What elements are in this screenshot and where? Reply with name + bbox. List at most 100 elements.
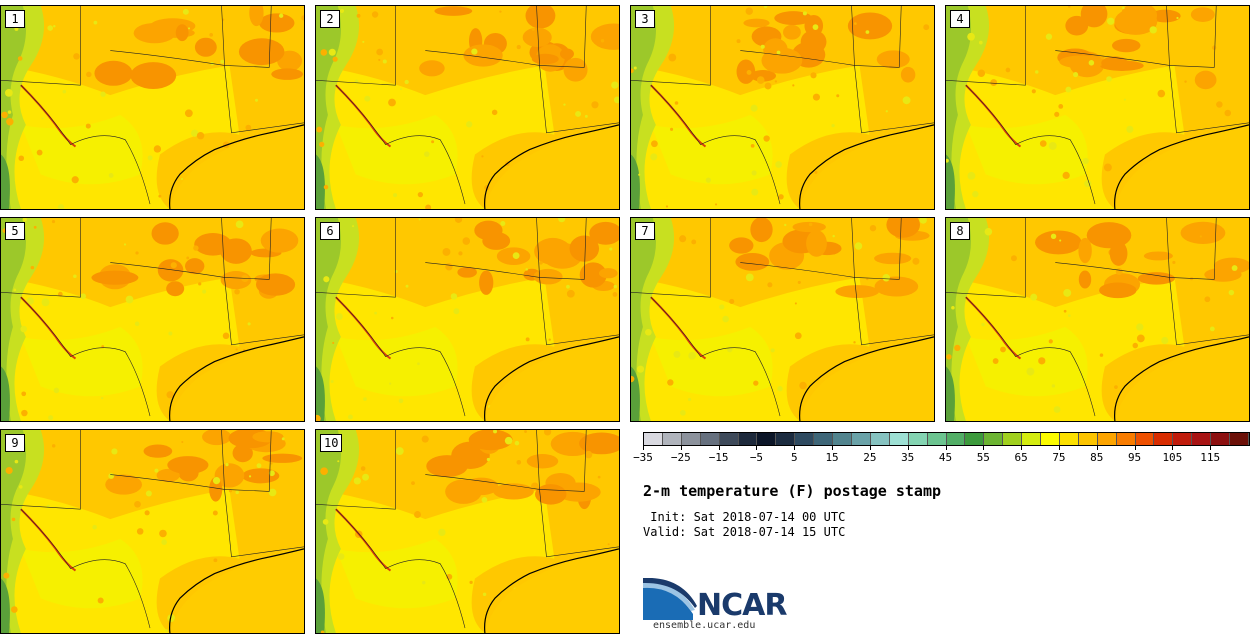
colorbar-tick <box>680 446 682 450</box>
colorbar-tick <box>907 446 909 450</box>
init-time: Init: Sat 2018-07-14 00 UTC <box>643 510 846 524</box>
site-url: ensemble.ucar.edu <box>653 620 756 631</box>
colorbar-segment <box>1059 433 1079 445</box>
colorbar-segment <box>1041 433 1060 445</box>
colorbar-segment <box>1192 433 1212 445</box>
panel-number: 9 <box>5 434 25 452</box>
colorbar-segment <box>814 433 834 445</box>
temperature-map <box>316 430 619 633</box>
colorbar-tick-label: 55 <box>976 451 990 464</box>
stamp-panel-1: 1 <box>0 5 305 210</box>
colorbar-tick <box>1058 446 1060 450</box>
colorbar-segment <box>1230 433 1249 445</box>
colorbar-segment <box>984 433 1004 445</box>
panel-number: 7 <box>635 222 655 240</box>
colorbar-segment <box>1135 433 1155 445</box>
temperature-map <box>1 6 304 209</box>
panel-number: 6 <box>320 222 340 240</box>
colorbar-segment <box>1116 433 1136 445</box>
colorbar-tick-label: −25 <box>670 451 691 464</box>
colorbar-tick-label: 5 <box>790 451 798 464</box>
colorbar-tick-label: 85 <box>1090 451 1104 464</box>
colorbar-tick-label: 75 <box>1052 451 1066 464</box>
colorbar-segment <box>738 433 758 445</box>
temperature-map <box>946 218 1249 421</box>
colorbar-segment <box>1078 433 1098 445</box>
colorbar-tick <box>756 446 758 450</box>
stamp-panel-10: 10 <box>315 429 620 634</box>
colorbar-tick <box>1210 446 1212 450</box>
page-title: 2-m temperature (F) postage stamp <box>643 482 942 500</box>
stamp-panel-2: 2 <box>315 5 620 210</box>
colorbar-segment <box>1003 433 1023 445</box>
colorbar-segment <box>965 433 985 445</box>
colorbar-segment <box>889 433 909 445</box>
valid-time: Valid: Sat 2018-07-14 15 UTC <box>643 525 846 539</box>
colorbar-segment <box>908 433 928 445</box>
temperature-map <box>946 6 1249 209</box>
temperature-map <box>631 218 934 421</box>
temperature-colorbar <box>643 432 1250 446</box>
colorbar-segment <box>1022 433 1042 445</box>
colorbar-tick-label: 65 <box>1014 451 1028 464</box>
stamp-panel-5: 5 <box>0 217 305 422</box>
panel-number: 1 <box>5 10 25 28</box>
colorbar-segment <box>927 433 947 445</box>
colorbar-tick <box>643 446 644 450</box>
temperature-map <box>631 6 934 209</box>
colorbar-tick-label: −35 <box>633 451 653 464</box>
panel-number: 4 <box>950 10 970 28</box>
colorbar-segment <box>662 433 682 445</box>
colorbar-tick-label: −15 <box>708 451 729 464</box>
colorbar-tick-label: 115 <box>1200 451 1221 464</box>
colorbar-segment <box>1154 433 1174 445</box>
colorbar-tick <box>1172 446 1174 450</box>
colorbar-segment <box>757 433 777 445</box>
colorbar-segment <box>700 433 720 445</box>
colorbar-segment <box>833 433 852 445</box>
colorbar-tick-label: 105 <box>1162 451 1183 464</box>
colorbar-tick-label: 35 <box>901 451 915 464</box>
colorbar-tick-label: 95 <box>1127 451 1142 464</box>
colorbar-tick <box>869 446 871 450</box>
temperature-map <box>316 218 619 421</box>
colorbar-segment <box>644 433 663 445</box>
colorbar-segment <box>795 433 815 445</box>
colorbar-segment <box>719 433 739 445</box>
colorbar-segment <box>1211 433 1231 445</box>
colorbar-segment <box>946 433 966 445</box>
colorbar-tick <box>983 446 985 450</box>
colorbar-tick <box>718 446 720 450</box>
colorbar-segment <box>870 433 890 445</box>
colorbar-tick <box>832 446 834 450</box>
colorbar-segment <box>681 433 701 445</box>
colorbar-segment <box>1173 433 1193 445</box>
panel-number: 5 <box>5 222 25 240</box>
colorbar-tick <box>1134 446 1136 450</box>
stamp-panel-9: 9 <box>0 429 305 634</box>
colorbar-segment <box>776 433 796 445</box>
stamp-panel-3: 3 <box>630 5 935 210</box>
panel-number: 3 <box>635 10 655 28</box>
colorbar-tick-label: 15 <box>825 451 839 464</box>
colorbar-tick-label: 45 <box>938 451 953 464</box>
panel-number: 8 <box>950 222 970 240</box>
colorbar-tick-label: −5 <box>749 451 764 464</box>
stamp-panel-4: 4 <box>945 5 1250 210</box>
ncar-logo-icon <box>643 578 697 620</box>
logo-text: NCAR <box>697 588 787 623</box>
temperature-map <box>1 430 304 633</box>
colorbar-segment <box>851 433 871 445</box>
colorbar-tick <box>1021 446 1023 450</box>
panel-number: 2 <box>320 10 340 28</box>
colorbar-ticks: −35 −25 −15 −5 5 15 25 35 45 55 65 75 85 95 105 115 <box>633 446 1248 466</box>
panel-number: 10 <box>320 434 343 452</box>
colorbar-tick <box>1096 446 1098 450</box>
colorbar-tick-label: 25 <box>863 451 877 464</box>
stamp-panel-7: 7 <box>630 217 935 422</box>
colorbar-tick <box>945 446 947 450</box>
colorbar-segment <box>1097 433 1117 445</box>
stamp-panel-8: 8 <box>945 217 1250 422</box>
temperature-map <box>1 218 304 421</box>
temperature-map <box>316 6 619 209</box>
